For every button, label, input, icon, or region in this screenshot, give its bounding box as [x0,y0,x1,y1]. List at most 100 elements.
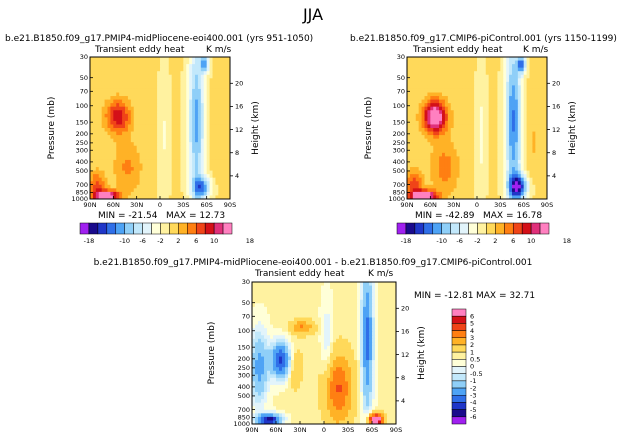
field-cell [105,114,108,118]
field-cell [442,181,445,185]
field-cell [291,346,294,350]
field-cell [213,78,216,82]
field-cell [210,93,213,97]
field-cell [163,114,166,118]
x-tick-label: 60N [424,201,437,209]
field-cell [154,114,157,118]
field-cell [175,68,178,72]
field-cell [297,335,300,339]
field-cell [348,335,351,339]
field-cell [354,310,357,314]
field-cell [500,85,503,89]
field-cell [495,178,498,182]
field-cell [180,174,183,178]
field-cell [204,153,207,157]
field-cell [497,192,500,196]
field-cell [125,164,128,168]
field-cell [442,110,445,114]
field-cell [419,132,422,136]
field-cell [255,296,258,300]
field-cell [96,107,99,111]
field-cell [448,149,451,153]
field-cell [93,181,96,185]
field-cell [110,71,113,75]
right-variable: Transient eddy heat [412,45,503,55]
field-cell [128,153,131,157]
field-cell [125,61,128,65]
field-cell [207,167,210,171]
field-cell [93,64,96,68]
field-cell [169,110,172,114]
field-cell [108,61,111,65]
field-cell [131,181,134,185]
field-cell [480,146,483,150]
field-cell [210,71,213,75]
field-cell [178,149,181,153]
field-cell [462,146,465,150]
field-cell [430,100,433,104]
field-cell [357,282,360,286]
field-cell [321,339,324,343]
field-cell [172,89,175,93]
field-cell [306,282,309,286]
field-cell [122,142,125,146]
field-cell [454,128,457,132]
field-cell [134,61,137,65]
field-cell [515,167,518,171]
field-cell [137,174,140,178]
field-cell [119,132,122,136]
field-cell [122,124,125,128]
field-cell [541,167,544,171]
field-cell [477,185,480,189]
field-cell [186,110,189,114]
field-cell [445,103,448,107]
field-cell [201,75,204,79]
field-cell [166,107,169,111]
field-cell [189,121,192,125]
field-cell [422,117,425,121]
field-cell [503,142,506,146]
field-cell [413,185,416,189]
field-cell [163,75,166,79]
field-cell [419,89,422,93]
field-cell [264,346,267,350]
field-cell [119,185,122,189]
field-cell [119,135,122,139]
field-cell [116,117,119,121]
field-cell [430,164,433,168]
field-cell [282,349,285,353]
field-cell [327,332,330,336]
field-cell [416,89,419,93]
field-cell [503,93,506,97]
field-cell [512,153,515,157]
field-cell [116,188,119,192]
field-cell [462,174,465,178]
field-cell [282,342,285,346]
field-cell [192,103,195,107]
field-cell [140,146,143,150]
y-tick-label: 100 [76,102,88,110]
field-cell [524,174,527,178]
field-cell [457,132,460,136]
field-cell [524,139,527,143]
field-cell [532,71,535,75]
field-cell [532,93,535,97]
field-cell [422,57,425,61]
field-cell [342,342,345,346]
field-cell [128,110,131,114]
field-cell [527,121,530,125]
field-cell [110,57,113,61]
field-cell [330,293,333,297]
field-cell [348,310,351,314]
field-cell [192,107,195,111]
height-tick-label: 8 [552,149,556,157]
field-cell [474,171,477,175]
field-cell [102,103,105,107]
field-cell [538,61,541,65]
field-cell [108,174,111,178]
field-cell [294,300,297,304]
field-cell [178,82,181,86]
field-cell [221,89,224,93]
field-cell [354,314,357,318]
field-cell [201,167,204,171]
